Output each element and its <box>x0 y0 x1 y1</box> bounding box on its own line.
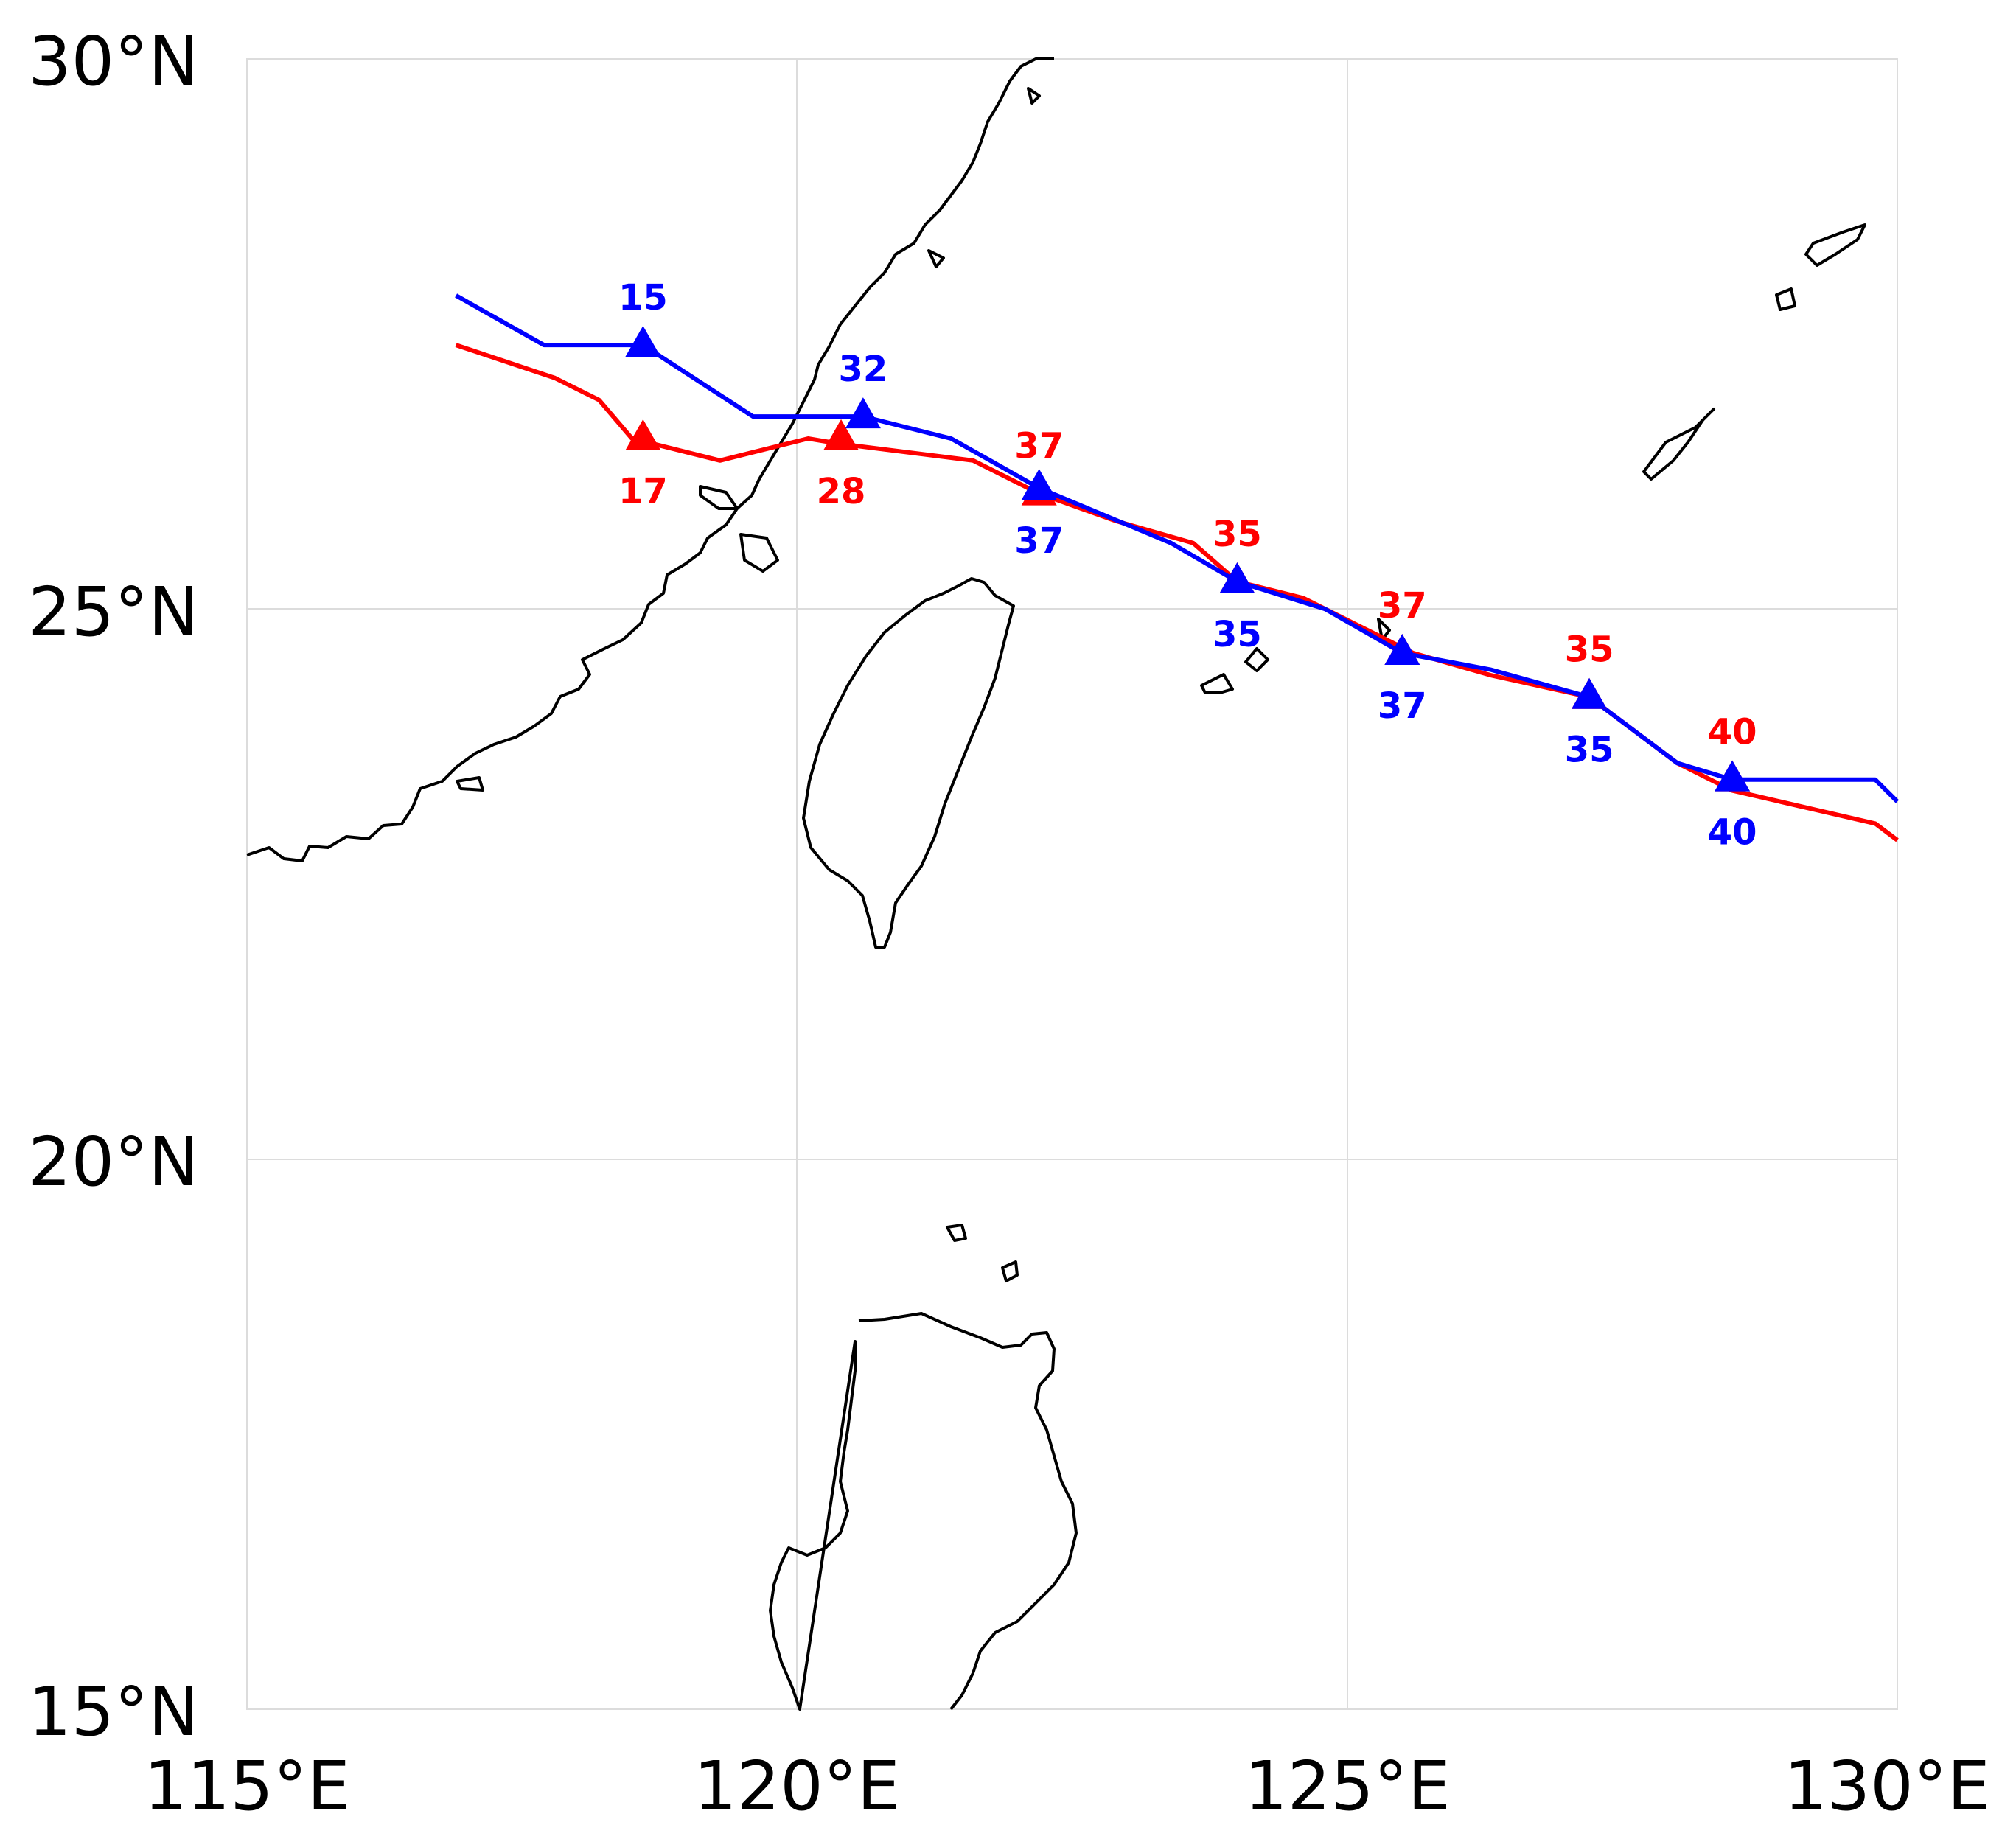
track-marker <box>625 419 661 450</box>
track-point-label: 37 <box>1378 585 1427 626</box>
x-axis-labels: 115°E 120°E 125°E 130°E <box>144 1747 1990 1826</box>
track-point-label: 40 <box>1708 812 1757 854</box>
track-point-label: 37 <box>1378 685 1427 727</box>
track-markers <box>625 326 1751 792</box>
track-point-label: 35 <box>1213 614 1262 655</box>
track-marker <box>1384 634 1420 665</box>
track-point-label: 40 <box>1708 712 1757 753</box>
track-point-label: 37 <box>1014 426 1064 467</box>
coastlines <box>246 57 1866 1711</box>
coastline-taiwan <box>802 577 1015 949</box>
track-point-label: 15 <box>618 277 668 318</box>
x-tick-label: 125°E <box>1244 1747 1451 1826</box>
y-tick-label: 30°N <box>28 22 199 101</box>
x-tick-label: 130°E <box>1784 1747 1990 1826</box>
track-point-label: 28 <box>817 471 866 512</box>
plot-area <box>246 58 1898 1710</box>
coastline-luzon <box>769 1312 1078 1711</box>
track-marker <box>625 326 661 357</box>
track-point-label: 35 <box>1565 730 1614 771</box>
track-marker <box>1219 562 1255 593</box>
x-tick-label: 120°E <box>694 1747 900 1826</box>
track-marker <box>1572 677 1608 709</box>
track-marker <box>823 419 859 450</box>
track-point-label: 35 <box>1565 629 1614 671</box>
coastline-mainland-china <box>246 57 1054 862</box>
coastline-ryukyu-islands <box>1200 223 1866 694</box>
track-point-label: 35 <box>1213 514 1262 555</box>
y-tick-label: 15°N <box>28 1672 199 1751</box>
track-point-label: 32 <box>839 349 888 390</box>
gridlines <box>247 59 1897 1709</box>
track-labels: 17 28 37 35 37 35 40 15 32 37 35 37 35 40 <box>618 277 1757 854</box>
coastline-luzon-islands <box>946 1224 1019 1282</box>
track-point-label: 17 <box>618 471 668 512</box>
coastline-china-islands <box>456 87 1041 792</box>
track-marker <box>1021 469 1057 500</box>
x-tick-label: 115°E <box>144 1747 350 1826</box>
y-tick-label: 20°N <box>28 1123 199 1201</box>
track-marker <box>1715 760 1751 792</box>
y-tick-label: 25°N <box>28 573 199 652</box>
y-axis-labels: 30°N 25°N 20°N 15°N <box>28 22 199 1751</box>
track-marker <box>845 397 881 429</box>
track-point-label: 37 <box>1014 520 1064 562</box>
